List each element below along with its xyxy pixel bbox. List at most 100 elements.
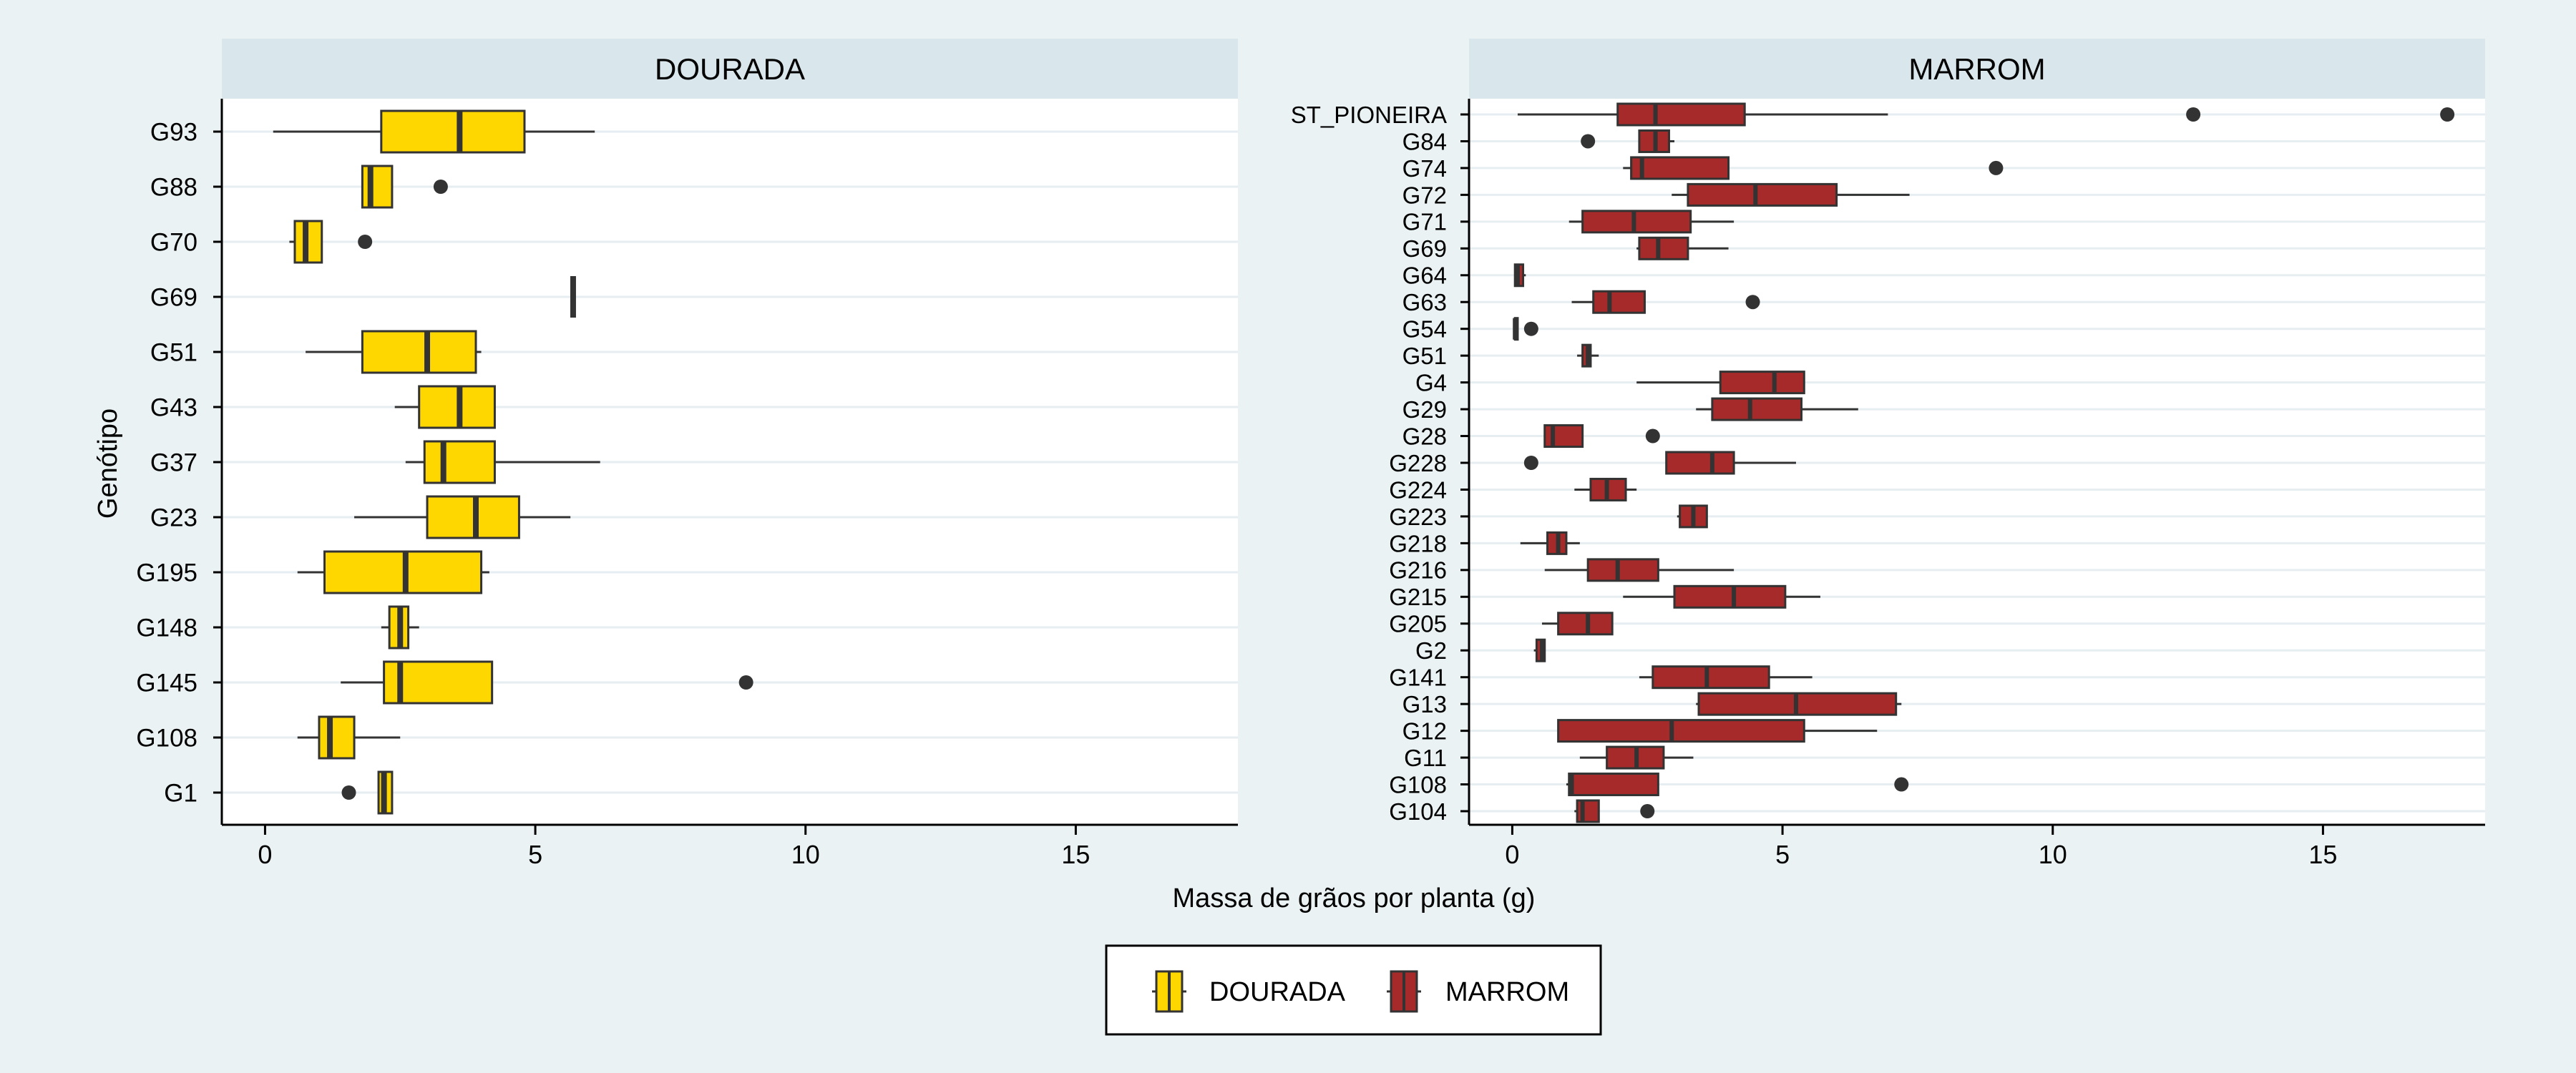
y-tick-label: G4	[1415, 369, 1447, 396]
box-g74	[1623, 156, 2004, 180]
x-tick-label: 15	[2308, 840, 2337, 869]
y-tick-label: G88	[150, 174, 197, 202]
box-g205	[1541, 612, 1614, 636]
y-tick-label: G215	[1389, 584, 1447, 610]
box-iqr	[1616, 102, 1746, 127]
box-iqr	[318, 715, 356, 760]
outlier-point	[1645, 428, 1660, 444]
legend-key-dourada	[1152, 970, 1186, 1013]
box-iqr	[1557, 612, 1614, 636]
x-tick-label: 0	[258, 840, 272, 869]
box-g12	[1557, 719, 1878, 743]
outlier-point	[2440, 107, 2455, 122]
box-iqr	[1719, 371, 1805, 395]
y-tick-label: G69	[1402, 235, 1447, 262]
box-iqr	[1581, 210, 1692, 234]
x-axis-label: Massa de grãos por planta (g)	[1173, 883, 1536, 913]
y-tick-label: G11	[1404, 745, 1447, 771]
y-tick-label: G84	[1402, 128, 1447, 155]
box-g64	[1513, 263, 1526, 288]
box-iqr	[380, 109, 526, 154]
x-tick-label: 10	[791, 840, 820, 869]
y-tick-label: G224	[1389, 476, 1447, 503]
box-g93	[273, 109, 595, 154]
box-iqr	[1673, 584, 1787, 609]
x-tick-label: 5	[1775, 840, 1790, 869]
box-iqr	[1586, 558, 1659, 582]
y-tick-label: G63	[1402, 289, 1447, 315]
box-g223	[1677, 504, 1708, 529]
box-g70	[289, 220, 373, 264]
box-g108	[297, 715, 401, 760]
box-g23	[354, 495, 571, 539]
box-g195	[297, 550, 489, 594]
box-iqr	[361, 165, 394, 209]
box-iqr	[1592, 290, 1646, 314]
y-tick-label: G108	[1389, 771, 1447, 798]
y-tick-label: G108	[136, 725, 197, 753]
panel-strip	[222, 39, 1238, 99]
outlier-point	[738, 675, 753, 690]
box-g69	[1636, 236, 1729, 260]
legend: DOURADA MARROM	[1105, 944, 1602, 1036]
panel-strip	[1469, 39, 2485, 99]
box-g28	[1543, 424, 1660, 449]
legend-box	[1105, 944, 1602, 1036]
box-iqr	[1711, 397, 1803, 421]
y-axis-label: Genótipo	[93, 408, 123, 519]
y-tick-label: G51	[150, 339, 197, 367]
box-g215	[1623, 584, 1820, 609]
box-g11	[1579, 745, 1694, 770]
box-iqr	[1576, 799, 1600, 823]
outlier-point	[1640, 804, 1655, 818]
box-g228	[1523, 451, 1796, 475]
y-tick-label: G104	[1389, 798, 1447, 825]
box-g141	[1639, 665, 1813, 690]
y-tick-label: G70	[150, 229, 197, 257]
y-tick-label: G141	[1389, 665, 1447, 691]
panels-group: DOURADA 0 5 10 15 G93 G88 G70 G69 G51 G43 G37 G23 G19…	[136, 39, 2485, 869]
box-g224	[1574, 477, 1637, 501]
box-g84	[1581, 129, 1675, 153]
box-g63	[1571, 290, 1760, 314]
box-iqr	[1557, 719, 1805, 743]
y-tick-label: G37	[150, 449, 197, 477]
y-tick-label: G223	[1389, 504, 1447, 530]
box-iqr	[1665, 451, 1735, 475]
panel-title: DOURADA	[655, 52, 805, 86]
y-tick-label: G23	[150, 504, 197, 532]
box-g216	[1544, 558, 1735, 582]
box-st_pioneira	[1517, 102, 2455, 127]
box-g13	[1696, 692, 1902, 716]
y-tick-label: G71	[1402, 209, 1447, 235]
y-tick-label: G216	[1389, 557, 1447, 584]
outlier-point	[2186, 107, 2201, 122]
outlier-point	[1581, 134, 1596, 149]
box-iqr	[1638, 236, 1689, 260]
box-iqr	[1543, 424, 1584, 449]
legend-label-marrom: MARROM	[1445, 977, 1569, 1007]
box-iqr	[1652, 665, 1770, 690]
outlier-point	[358, 235, 373, 249]
box-iqr	[1687, 182, 1838, 207]
box-g72	[1672, 182, 1910, 207]
outlier-point	[1894, 777, 1909, 792]
y-tick-label: G29	[1402, 396, 1447, 423]
box-g37	[405, 440, 600, 484]
box-g4	[1636, 371, 1805, 395]
box-iqr	[361, 330, 477, 374]
y-tick-label: G28	[1402, 423, 1447, 449]
x-tick-label: 0	[1505, 840, 1519, 869]
box-g43	[394, 385, 496, 429]
y-tick-label: G51	[1402, 343, 1447, 369]
y-tick-label: G43	[150, 394, 197, 422]
box-g88	[361, 165, 448, 209]
outlier-point	[1523, 321, 1538, 336]
box-g51	[306, 330, 482, 374]
box-g29	[1696, 397, 1858, 421]
box-g145	[341, 660, 753, 705]
y-tick-label: G218	[1389, 530, 1447, 557]
y-tick-label: G1	[164, 780, 197, 808]
